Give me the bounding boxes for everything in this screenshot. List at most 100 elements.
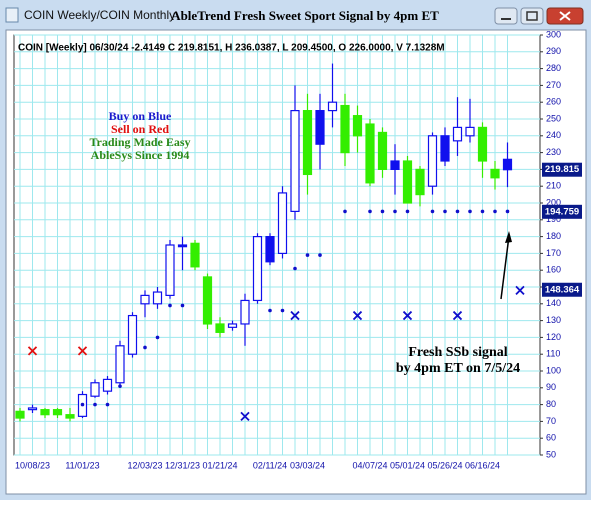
price-badge bbox=[542, 162, 582, 177]
stop-dot bbox=[105, 402, 110, 407]
candle-body bbox=[452, 126, 463, 142]
stop-dot bbox=[455, 209, 460, 214]
candle-body bbox=[402, 160, 413, 204]
candle-body bbox=[52, 409, 63, 416]
candle-body bbox=[302, 109, 313, 176]
chart-title: AbleTrend Fresh Sweet Sport Signal by 4p… bbox=[171, 8, 439, 23]
y-tick-label: 160 bbox=[546, 265, 561, 275]
window-buttons bbox=[494, 7, 584, 25]
y-tick-label: 300 bbox=[546, 29, 561, 39]
stop-dot bbox=[293, 266, 297, 271]
y-tick-label: 180 bbox=[546, 231, 561, 241]
candle-body bbox=[190, 242, 200, 268]
candle-body bbox=[165, 244, 175, 297]
arrowhead bbox=[505, 231, 512, 243]
stop-dot bbox=[168, 303, 172, 308]
candle-body bbox=[140, 294, 150, 305]
y-tick-label: 290 bbox=[546, 46, 561, 56]
stop-dot bbox=[118, 384, 122, 388]
candle-body bbox=[365, 123, 375, 184]
stop-dot bbox=[480, 209, 485, 214]
candle-body bbox=[477, 126, 488, 162]
y-tick-label: 270 bbox=[546, 80, 561, 90]
candle-body bbox=[277, 192, 288, 254]
stop-dot bbox=[380, 209, 385, 214]
buy-signal bbox=[402, 310, 413, 321]
minimize-button[interactable] bbox=[494, 7, 518, 25]
buy-signal bbox=[290, 310, 300, 321]
quote-header: COIN [Weekly] 06/30/24 -2.4149 C 219.815… bbox=[18, 43, 445, 54]
annotation: Fresh SSb signal bbox=[408, 345, 507, 360]
candle-body bbox=[65, 414, 75, 419]
y-tick-label: 110 bbox=[546, 349, 560, 359]
candle-body bbox=[327, 101, 338, 112]
x-tick-label: 01/21/24 bbox=[202, 460, 237, 470]
candle-body bbox=[315, 109, 325, 145]
price-badge bbox=[542, 282, 582, 297]
y-tick-label: 200 bbox=[546, 197, 561, 207]
y-tick-label: 60 bbox=[546, 433, 556, 443]
stop-dot bbox=[368, 209, 372, 214]
stop-dot bbox=[80, 402, 85, 407]
sell-signal bbox=[27, 346, 38, 356]
x-tick-label: 11/01/23 bbox=[65, 460, 99, 470]
stop-dot bbox=[468, 209, 472, 214]
stop-dot bbox=[318, 253, 322, 257]
stop-dot bbox=[268, 308, 272, 313]
candle-body bbox=[490, 168, 500, 179]
y-tick-label: 130 bbox=[546, 315, 561, 325]
candle-body bbox=[152, 291, 163, 305]
x-tick-label: 06/16/24 bbox=[465, 460, 500, 470]
annotation: Trading Made Easy bbox=[89, 135, 190, 149]
y-tick-label: 210 bbox=[546, 181, 561, 191]
y-tick-label: 120 bbox=[546, 332, 561, 342]
price-badge-label: 219.815 bbox=[545, 164, 580, 175]
stop-dot bbox=[430, 209, 435, 214]
x-tick-label: 05/01/24 bbox=[390, 460, 425, 470]
x-tick-label: 12/31/23 bbox=[165, 460, 200, 470]
stop-dot bbox=[393, 209, 397, 214]
candle-body bbox=[252, 236, 263, 302]
stop-dot bbox=[505, 209, 510, 214]
y-tick-label: 140 bbox=[546, 298, 561, 308]
y-tick-label: 50 bbox=[546, 449, 556, 459]
candle-body bbox=[390, 160, 400, 170]
annotation: Buy on Blue bbox=[109, 109, 172, 123]
stop-dot bbox=[280, 308, 285, 313]
candle-body bbox=[427, 135, 438, 187]
buy-signal bbox=[352, 310, 363, 321]
y-tick-label: 280 bbox=[546, 63, 561, 73]
x-tick-label: 12/03/23 bbox=[127, 460, 162, 470]
stop-dot bbox=[405, 209, 410, 214]
annotation: by 4pm ET on 7/5/24 bbox=[396, 361, 520, 376]
candle-body bbox=[265, 236, 275, 263]
y-tick-label: 190 bbox=[546, 214, 561, 224]
stop-dot bbox=[343, 209, 347, 214]
candle-body bbox=[465, 126, 475, 137]
maximize-button[interactable] bbox=[520, 7, 544, 25]
buy-signal bbox=[515, 285, 525, 295]
chart-panel bbox=[5, 29, 587, 495]
stop-dot bbox=[155, 335, 160, 340]
candle-body bbox=[127, 314, 138, 355]
y-tick-label: 170 bbox=[546, 248, 561, 258]
x-tick-label: 10/08/23 bbox=[15, 460, 50, 470]
candle-body bbox=[415, 168, 425, 196]
stop-dot bbox=[493, 209, 497, 214]
candle-body bbox=[40, 409, 50, 416]
stop-dot bbox=[180, 303, 185, 308]
candle-body bbox=[115, 345, 125, 384]
price-badge bbox=[542, 204, 582, 219]
window-icon bbox=[5, 7, 19, 23]
candle-body bbox=[352, 115, 363, 137]
stop-dot bbox=[143, 345, 147, 350]
price-badge-label: 148.364 bbox=[545, 284, 580, 295]
candle-body bbox=[290, 109, 300, 213]
x-tick-label: 05/26/24 bbox=[427, 460, 462, 470]
annotation: AbleSys Since 1994 bbox=[91, 148, 190, 162]
buy-signal bbox=[240, 411, 250, 421]
buy-signal bbox=[452, 310, 463, 321]
y-tick-label: 250 bbox=[546, 113, 561, 123]
y-tick-label: 240 bbox=[546, 130, 561, 140]
x-tick-label: 02/11/24 bbox=[253, 460, 287, 470]
